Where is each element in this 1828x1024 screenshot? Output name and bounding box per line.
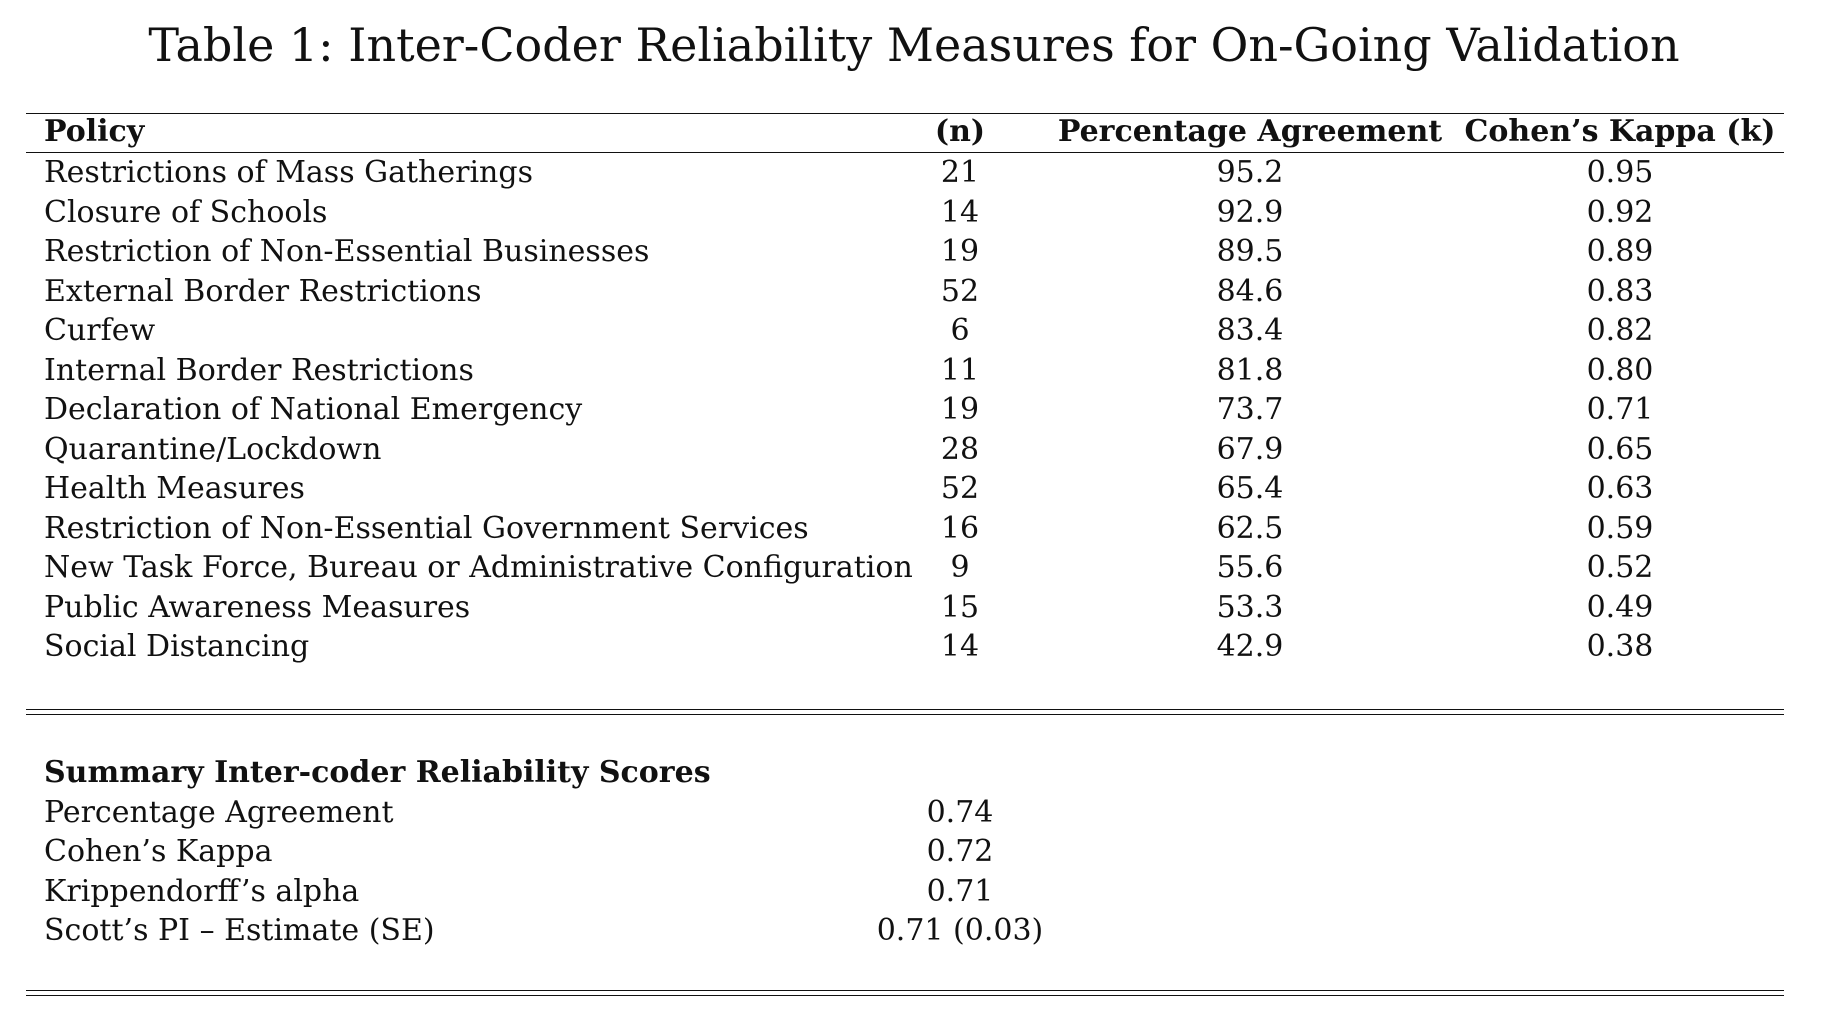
summary-label: Cohen’s Kappa	[44, 834, 273, 869]
table-bottom-rule-2	[26, 714, 1784, 715]
policy-cell: Restrictions of Mass Gatherings	[44, 155, 533, 190]
policy-cell: Health Measures	[44, 471, 305, 506]
cohens-kappa-cell: 0.92	[1586, 194, 1654, 230]
policy-cell: Public Awareness Measures	[44, 589, 471, 625]
header-n: (n)	[934, 114, 986, 149]
percentage-agreement-cell: 55.6	[1216, 550, 1284, 585]
summary-row: Krippendorff’s alpha 0.71	[0, 872, 1828, 912]
table-row: Social Distancing 14 42.9 0.38	[0, 627, 1828, 667]
table-row: Restriction of Non-Essential Government …	[0, 509, 1828, 549]
summary-row: Scott’s PI – Estimate (SE) 0.71 (0.03)	[0, 911, 1828, 951]
cohens-kappa-cell: 0.80	[1586, 352, 1654, 388]
policy-cell: Quarantine/Lockdown	[44, 431, 382, 467]
table-bottom-rule-1	[26, 709, 1784, 710]
cohens-kappa-cell: 0.63	[1586, 471, 1654, 506]
table-row: New Task Force, Bureau or Administrative…	[0, 548, 1828, 588]
table-row: Restrictions of Mass Gatherings 21 95.2 …	[0, 153, 1828, 193]
summary-label: Krippendorff’s alpha	[44, 873, 360, 909]
policy-cell: Internal Border Restrictions	[44, 352, 474, 388]
n-cell: 28	[940, 431, 980, 467]
percentage-agreement-cell: 83.4	[1216, 313, 1284, 348]
table-row: Curfew 6 83.4 0.82	[0, 311, 1828, 351]
summary-label: Scott’s PI – Estimate (SE)	[44, 913, 435, 948]
percentage-agreement-cell: 89.5	[1216, 234, 1284, 269]
summary-row: Percentage Agreement 0.74	[0, 793, 1828, 833]
percentage-agreement-cell: 42.9	[1216, 629, 1284, 664]
cohens-kappa-cell: 0.59	[1586, 510, 1654, 546]
policy-cell: External Border Restrictions	[44, 273, 482, 309]
policy-cell: Restriction of Non-Essential Government …	[44, 510, 809, 546]
table-row: Quarantine/Lockdown 28 67.9 0.65	[0, 430, 1828, 470]
table-row: Public Awareness Measures 15 53.3 0.49	[0, 588, 1828, 628]
header-policy: Policy	[44, 114, 145, 149]
cohens-kappa-cell: 0.95	[1586, 155, 1654, 190]
percentage-agreement-cell: 53.3	[1216, 589, 1284, 625]
cohens-kappa-cell: 0.83	[1586, 273, 1654, 309]
n-cell: 16	[940, 510, 980, 546]
table-row: Closure of Schools 14 92.9 0.92	[0, 193, 1828, 233]
n-cell: 15	[940, 589, 980, 625]
policy-cell: Closure of Schools	[44, 194, 328, 230]
percentage-agreement-cell: 62.5	[1216, 510, 1284, 546]
percentage-agreement-cell: 65.4	[1216, 471, 1284, 506]
cohens-kappa-cell: 0.52	[1586, 550, 1654, 585]
top-rule	[26, 113, 1784, 114]
summary-value: 0.74	[926, 794, 994, 830]
cohens-kappa-cell: 0.89	[1586, 234, 1654, 269]
policy-cell: Restriction of Non-Essential Businesses	[44, 234, 650, 269]
summary-value: 0.72	[926, 834, 994, 869]
table-row: Restriction of Non-Essential Businesses …	[0, 232, 1828, 272]
cohens-kappa-cell: 0.65	[1586, 431, 1654, 467]
policy-cell: Declaration of National Emergency	[44, 392, 583, 427]
summary-value: 0.71 (0.03)	[876, 913, 1044, 948]
n-cell: 19	[940, 234, 980, 269]
percentage-agreement-cell: 81.8	[1216, 352, 1284, 388]
percentage-agreement-cell: 92.9	[1216, 194, 1284, 230]
n-cell: 19	[940, 392, 980, 427]
n-cell: 6	[950, 313, 970, 348]
cohens-kappa-cell: 0.82	[1586, 313, 1654, 348]
summary-row: Cohen’s Kappa 0.72	[0, 832, 1828, 872]
summary-heading: Summary Inter-coder Reliability Scores	[0, 753, 1828, 793]
cohens-kappa-cell: 0.49	[1586, 589, 1654, 625]
percentage-agreement-cell: 95.2	[1216, 155, 1284, 190]
table-row: Declaration of National Emergency 19 73.…	[0, 390, 1828, 430]
policy-cell: New Task Force, Bureau or Administrative…	[44, 550, 913, 585]
cohens-kappa-cell: 0.71	[1586, 392, 1654, 427]
cohens-kappa-cell: 0.38	[1586, 629, 1654, 664]
table-header-row: Policy (n) Percentage Agreement Cohen’s …	[0, 112, 1828, 152]
summary-bottom-rule-2	[26, 995, 1784, 996]
n-cell: 14	[940, 194, 980, 230]
header-rule	[26, 152, 1784, 153]
table-row: Health Measures 52 65.4 0.63	[0, 469, 1828, 509]
header-cohens-kappa: Cohen’s Kappa (k)	[1464, 114, 1776, 149]
n-cell: 9	[950, 550, 970, 585]
summary-heading-text: Summary Inter-coder Reliability Scores	[44, 755, 711, 790]
summary-value: 0.71	[926, 873, 994, 909]
n-cell: 52	[940, 273, 980, 309]
percentage-agreement-cell: 73.7	[1216, 392, 1284, 427]
policy-cell: Curfew	[44, 313, 156, 348]
summary-bottom-rule-1	[26, 990, 1784, 991]
summary-label: Percentage Agreement	[44, 794, 394, 830]
header-percentage-agreement: Percentage Agreement	[1057, 114, 1443, 149]
percentage-agreement-cell: 84.6	[1216, 273, 1284, 309]
table-row: Internal Border Restrictions 11 81.8 0.8…	[0, 351, 1828, 391]
table-title: Table 1: Inter-Coder Reliability Measure…	[148, 18, 1680, 72]
n-cell: 21	[940, 155, 980, 190]
n-cell: 52	[940, 471, 980, 506]
policy-cell: Social Distancing	[44, 629, 310, 664]
n-cell: 14	[940, 629, 980, 664]
table-row: External Border Restrictions 52 84.6 0.8…	[0, 272, 1828, 312]
n-cell: 11	[940, 352, 980, 388]
percentage-agreement-cell: 67.9	[1216, 431, 1284, 467]
